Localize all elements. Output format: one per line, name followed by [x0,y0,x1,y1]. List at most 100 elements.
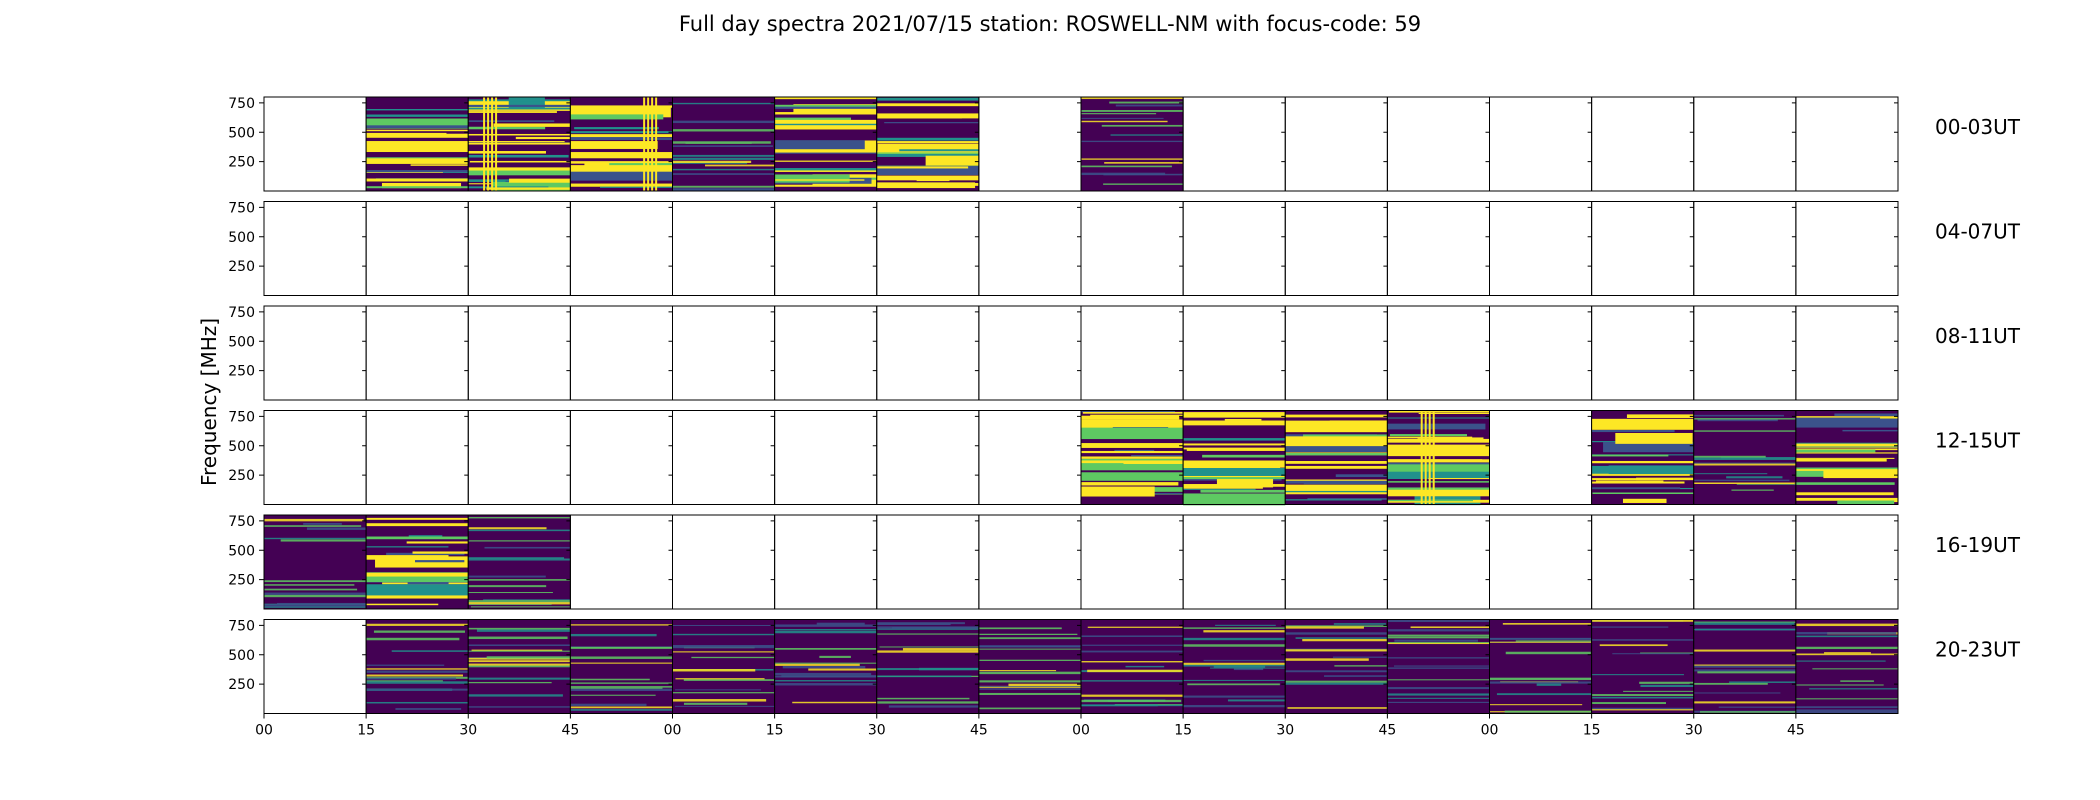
spectrum-band [468,627,571,630]
spectrum-band [391,650,469,652]
x-tick-label: 15 [766,723,784,739]
spectrum-band [1636,477,1694,481]
spectra-panel [1386,619,1490,714]
spectrum-band [1428,477,1490,480]
panel-frame [365,201,469,296]
spectrum-band [468,660,571,663]
spectrum-band [978,645,1081,648]
spectrum-band [1795,660,1886,662]
spectrum-band [1110,134,1184,136]
spectrum-band [1489,677,1592,681]
panel-frame [1693,305,1797,401]
panel-frame [672,410,776,505]
panel-frame [569,410,673,505]
spectrum-band [515,136,571,140]
spectrum-band [774,106,877,108]
panel-frame [1284,514,1388,610]
spectrum-band [468,517,571,519]
spectrum-band [468,575,546,578]
spectrum-band [1693,430,1796,432]
panel-frame [1284,305,1388,401]
spectrum-band [876,141,979,144]
x-tick-label: 15 [1174,723,1192,739]
spectrum-band [1302,639,1388,642]
spectrum-band [672,145,773,147]
spectrum-band [1693,621,1796,623]
x-tick-label: 15 [1583,723,1601,739]
spectrum-band [366,637,460,641]
spectrum-band [675,689,761,691]
spectrum-band [408,535,443,538]
spectrum-band [1081,456,1184,459]
spectrum-band [406,541,469,544]
spectrum-band [774,160,877,162]
spectrum-band [303,522,342,525]
spectra-panel [1386,514,1490,610]
x-axis: 00 15 30 45 00 15 30 45 00 15 30 45 00 15 30 45 [255,713,1805,739]
spectrum-band [1186,448,1286,451]
spectrum-band [306,527,367,530]
spectra-panel [263,96,367,192]
spectrum-band [876,151,979,154]
spectrum-band [1307,498,1388,500]
spectrum-band [1183,695,1286,698]
spectra-panel [1182,514,1286,610]
spectrum-band [1418,412,1490,415]
panel-background [1795,619,1898,714]
panel-frame [774,514,878,610]
spectrum-band [570,694,656,696]
spectrum-band [1285,487,1376,490]
spectrum-band [1640,684,1694,688]
spectrum-band [1489,704,1583,706]
spectrum-band [1081,635,1184,638]
panel-frame [1182,305,1286,401]
spectrum-band [774,672,872,676]
spectra-panel [467,619,571,714]
spectra-panel [1080,201,1184,296]
spectra-panel [876,305,980,401]
spectrum-band [366,677,456,680]
row-time-label: 08-11UT [1935,324,2021,348]
spectrum-band [1795,635,1898,638]
panel-frame [1795,201,1899,296]
spectrum-band [570,662,673,664]
y-axis-label: Frequency [MHz] [197,318,221,486]
spectra-panel [467,514,571,610]
spectra-panel [1080,514,1184,610]
spectrum-band [978,633,1078,636]
spectrum-band [774,179,865,181]
spectrum-band [1334,665,1388,667]
panel-frame [1693,96,1797,192]
spectrum-band [1081,661,1184,663]
spectrum-band [1183,412,1286,418]
spectrum-band [1693,665,1796,668]
spectrum-band [1489,637,1592,640]
spectrum-band [1081,704,1184,707]
spectrum-band [978,648,1081,650]
spectra-panel [774,96,878,192]
spectrum-band [705,164,775,167]
spectrum-burst [651,97,654,191]
spectra-panel [1591,514,1695,610]
spectrum-band [1387,462,1490,466]
spectrum-band [366,523,469,527]
spectra-panel [365,305,469,401]
spectrum-band [570,656,673,659]
spectrum-band [781,675,877,678]
spectrum-burst [495,97,498,191]
spectrum-band [672,633,775,636]
spectrum-band [1591,419,1694,430]
spectrum-band [395,708,462,710]
spectrum-band [276,602,367,605]
spectrum-band [916,179,950,182]
x-tick-label: 00 [664,723,682,739]
spectra-panel [1080,410,1184,505]
spectrum-band [570,709,673,711]
panel-frame [1489,96,1593,192]
spectrum-band [484,546,571,549]
spectrum-band [1081,427,1184,440]
spectrum-band [793,104,877,115]
spectrum-band [382,161,469,164]
x-tick-label: 00 [1072,723,1090,739]
panel-frame [978,514,1082,610]
